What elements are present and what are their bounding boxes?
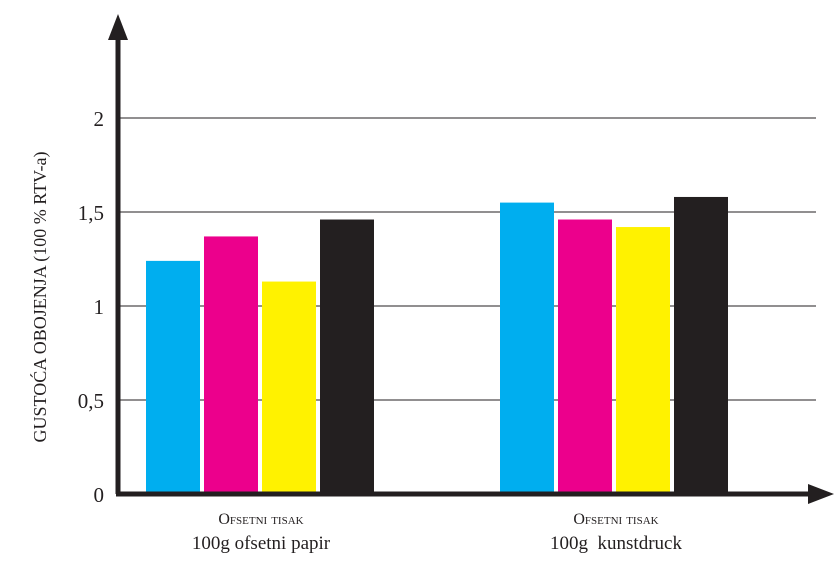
category-labels: Ofsetni tisak 100g ofsetni papir Ofsetni t… [192,511,683,554]
y-tick-labels: 0 0,5 1 1,5 2 [78,107,104,507]
category-label-line1: Ofsetni tisak [218,511,303,528]
category-label-line1: Ofsetni tisak [573,511,658,528]
x-axis-arrow-icon [808,484,834,504]
bar [616,227,670,495]
bar [262,281,316,494]
bar [320,219,374,494]
y-tick-label: 1,5 [78,201,104,225]
bar [558,219,612,494]
y-axis-arrow-icon [108,14,128,40]
bar [674,196,728,494]
bar [500,202,554,494]
y-tick-label: 2 [94,107,105,131]
category-label-line2: 100g ofsetni papir [192,533,331,554]
axes [108,14,834,504]
bar [146,260,200,494]
y-tick-label: 1 [94,295,105,319]
y-tick-label: 0 [94,483,105,507]
bar [204,236,258,494]
bars [146,196,728,495]
y-tick-label: 0,5 [78,389,104,413]
category-label-line2: 100g kunstdruck [550,533,682,554]
y-axis-label: GUSTOĆA OBOJENJA (100 % RTV-a) [29,152,51,443]
